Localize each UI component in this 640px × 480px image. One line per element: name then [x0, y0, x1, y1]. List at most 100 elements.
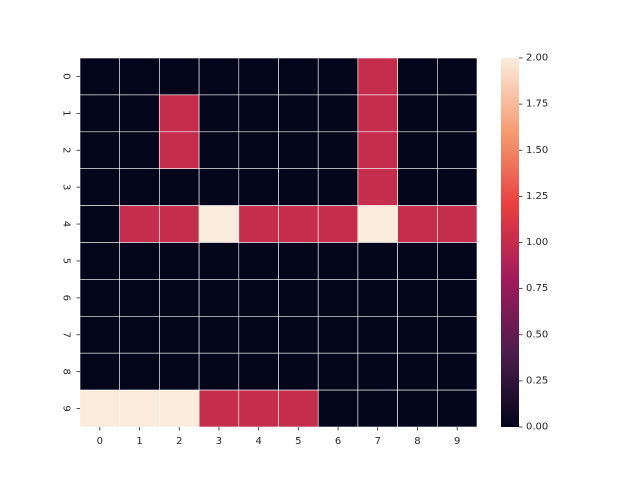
- heatmap-cell: [79, 279, 121, 317]
- heatmap-cells: [79, 57, 478, 428]
- y-tick-label: 6: [61, 295, 72, 301]
- heatmap-cell: [159, 205, 200, 243]
- heatmap-cell: [159, 168, 200, 206]
- colorbar-tick-label: 2.00: [526, 53, 548, 64]
- heatmap-cell: [278, 279, 319, 317]
- heatmap-cell: [357, 352, 398, 391]
- y-axis: 0 1 2 3 4 5 6 7 8 9: [61, 73, 80, 412]
- heatmap-cell: [198, 242, 240, 280]
- heatmap-cell: [159, 57, 200, 96]
- heatmap-cell: [159, 279, 200, 317]
- heatmap-cell: [317, 205, 359, 243]
- x-tick-label: 5: [295, 436, 301, 447]
- heatmap-cell: [238, 57, 279, 96]
- heatmap-cell: [79, 315, 121, 354]
- heatmap-cell: [119, 131, 160, 170]
- heatmap-cell: [397, 315, 438, 354]
- heatmap-cell: [119, 352, 160, 391]
- heatmap-cell: [317, 131, 359, 170]
- heatmap-cell: [317, 315, 359, 354]
- heatmap-cell: [278, 389, 319, 428]
- heatmap-cell: [317, 94, 359, 133]
- heatmap-cell: [357, 389, 398, 428]
- heatmap-cell: [79, 242, 121, 280]
- heatmap-cell: [159, 389, 200, 428]
- heatmap-cell: [278, 168, 319, 206]
- heatmap-cell: [436, 352, 478, 391]
- y-tick-label: 2: [61, 147, 72, 153]
- x-tick-label: 8: [414, 436, 420, 447]
- heatmap-cell: [79, 168, 121, 206]
- colorbar: [501, 58, 519, 427]
- heatmap-cell: [317, 352, 359, 391]
- heatmap-cell: [198, 168, 240, 206]
- x-axis: 0 1 2 3 4 5 6 7 8 9: [97, 427, 460, 447]
- colorbar-tick-label: 0.50: [526, 329, 548, 340]
- x-tick-label: 7: [375, 436, 381, 447]
- heatmap-cell: [159, 315, 200, 354]
- colorbar-gradient: [501, 58, 519, 427]
- y-tick-label: 7: [61, 332, 72, 338]
- heatmap-cell: [79, 352, 121, 391]
- colorbar-tick-label: 1.25: [526, 191, 548, 202]
- y-tick-label: 1: [61, 110, 72, 116]
- colorbar-tick-label: 0.00: [526, 422, 548, 433]
- y-tick-label: 4: [61, 221, 72, 227]
- heatmap-cell: [436, 94, 478, 133]
- heatmap-cell: [159, 242, 200, 280]
- heatmap-cell: [436, 315, 478, 354]
- heatmap-cell: [357, 168, 398, 206]
- heatmap-cell: [317, 57, 359, 96]
- heatmap-cell: [238, 205, 279, 243]
- x-tick-label: 4: [255, 436, 261, 447]
- heatmap-cell: [357, 94, 398, 133]
- heatmap-cell: [397, 131, 438, 170]
- heatmap-cell: [198, 389, 240, 428]
- y-tick-label: 8: [61, 368, 72, 374]
- heatmap-cell: [317, 168, 359, 206]
- heatmap-cell: [397, 57, 438, 96]
- heatmap-cell: [198, 279, 240, 317]
- x-tick-label: 1: [136, 436, 142, 447]
- heatmap-cell: [357, 205, 398, 243]
- heatmap-cell: [357, 242, 398, 280]
- heatmap-cell: [79, 131, 121, 170]
- heatmap-cell: [317, 242, 359, 280]
- heatmap-cell: [397, 242, 438, 280]
- x-tick-label: 9: [454, 436, 460, 447]
- colorbar-tick-label: 0.75: [526, 283, 548, 294]
- heatmap-cell: [357, 315, 398, 354]
- heatmap-cell: [357, 279, 398, 317]
- heatmap-cell: [198, 352, 240, 391]
- heatmap-cell: [119, 94, 160, 133]
- heatmap-cell: [278, 205, 319, 243]
- heatmap-cell: [119, 168, 160, 206]
- heatmap-cell: [278, 57, 319, 96]
- heatmap-cell: [436, 131, 478, 170]
- heatmap-cell: [357, 131, 398, 170]
- heatmap-cell: [119, 57, 160, 96]
- heatmap-cell: [436, 168, 478, 206]
- heatmap-cell: [238, 94, 279, 133]
- heatmap-cell: [119, 389, 160, 428]
- heatmap-cell: [238, 131, 279, 170]
- heatmap-cell: [397, 94, 438, 133]
- heatmap-cell: [278, 131, 319, 170]
- heatmap-cell: [357, 57, 398, 96]
- heatmap-cell: [436, 205, 478, 243]
- heatmap-cell: [119, 242, 160, 280]
- colorbar-tick-label: 1.00: [526, 237, 548, 248]
- colorbar-tick-label: 0.25: [526, 375, 548, 386]
- y-tick-label: 0: [61, 73, 72, 79]
- heatmap-cell: [79, 57, 121, 96]
- heatmap-cell: [436, 389, 478, 428]
- heatmap-cell: [238, 352, 279, 391]
- heatmap-cell: [119, 279, 160, 317]
- heatmap-cell: [397, 352, 438, 391]
- heatmap-cell: [79, 94, 121, 133]
- x-tick-label: 0: [97, 436, 103, 447]
- heatmap-cell: [238, 389, 279, 428]
- colorbar-ticks: 0.00 0.25 0.50 0.75 1.00 1.25 1.50 1.75 2.00: [519, 53, 548, 433]
- heatmap-cell: [159, 94, 200, 133]
